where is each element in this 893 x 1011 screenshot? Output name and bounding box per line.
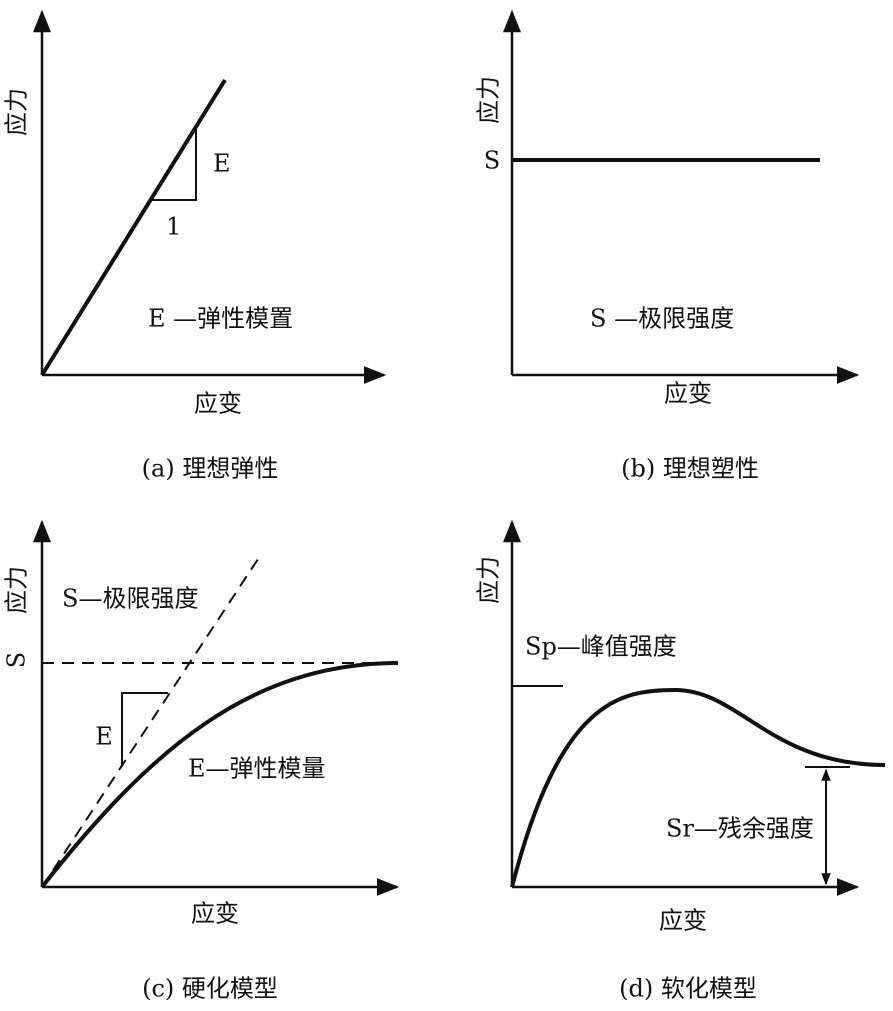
s-label: S (3, 652, 31, 668)
caption: (a) 理想弹性 (142, 455, 279, 483)
panel-d: 应力 Sp—峰值强度 Sr—残余强度 应变 (d) 软化模型 (475, 519, 886, 1003)
y-label: 应力 (3, 566, 31, 614)
elastic-line (40, 78, 227, 377)
legend-sp: Sp—峰值强度 (525, 633, 677, 661)
legend: E —弹性模置 (148, 305, 293, 333)
panel-b: S 应力 S —极限强度 应变 (b) 理想塑性 (475, 9, 860, 483)
y-label: 应力 (3, 88, 31, 136)
x-label: 应变 (664, 380, 712, 408)
caption: (c) 硬化模型 (142, 975, 278, 1003)
slope-label: E (95, 723, 113, 751)
panel-c: E S 应力 S—极限强度 E—弹性模量 应变 (c) 硬化模型 (3, 519, 400, 1003)
x-label: 应变 (659, 907, 707, 935)
legend-sr: Sr—残余强度 (666, 815, 814, 843)
slope-label: E (213, 150, 231, 178)
caption: (b) 理想塑性 (621, 455, 759, 483)
slope-triangle (152, 128, 197, 201)
y-label: 应力 (475, 556, 503, 604)
legend: S —极限强度 (590, 305, 734, 333)
softening-curve (510, 687, 886, 888)
y-label: 应力 (475, 76, 503, 124)
x-label: 应变 (194, 390, 242, 418)
legend-s: S—极限强度 (62, 585, 198, 613)
caption: (d) 软化模型 (619, 975, 757, 1003)
hardening-curve (40, 661, 399, 889)
panel-a: E 1 E —弹性模置 应力 应变 (a) 理想弹性 (3, 9, 387, 483)
residual-ticks (805, 766, 850, 888)
elastic-dashed (41, 552, 263, 888)
legend-e: E—弹性模量 (188, 755, 326, 783)
x-label: 应变 (191, 900, 239, 928)
s-label: S (484, 147, 500, 175)
run-label: 1 (166, 213, 181, 241)
slope-triangle (121, 692, 168, 765)
